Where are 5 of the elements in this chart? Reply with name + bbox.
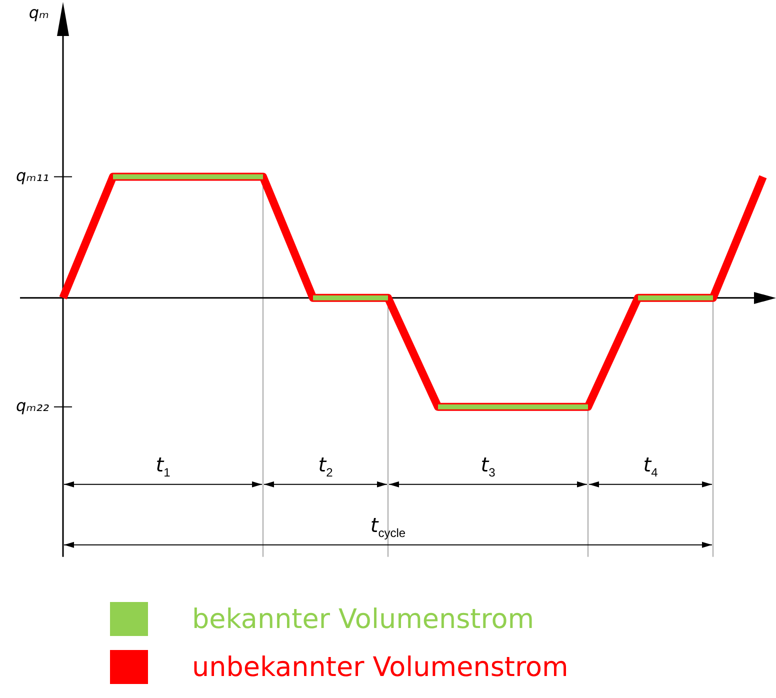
text: qₘ₁₁: [16, 166, 49, 185]
text: qₘ₂₂: [16, 396, 50, 416]
text: qₘ: [28, 3, 50, 22]
legend-label: bekannter Volumenstrom: [192, 604, 534, 634]
legend-label: unbekannter Volumenstrom: [192, 652, 568, 682]
